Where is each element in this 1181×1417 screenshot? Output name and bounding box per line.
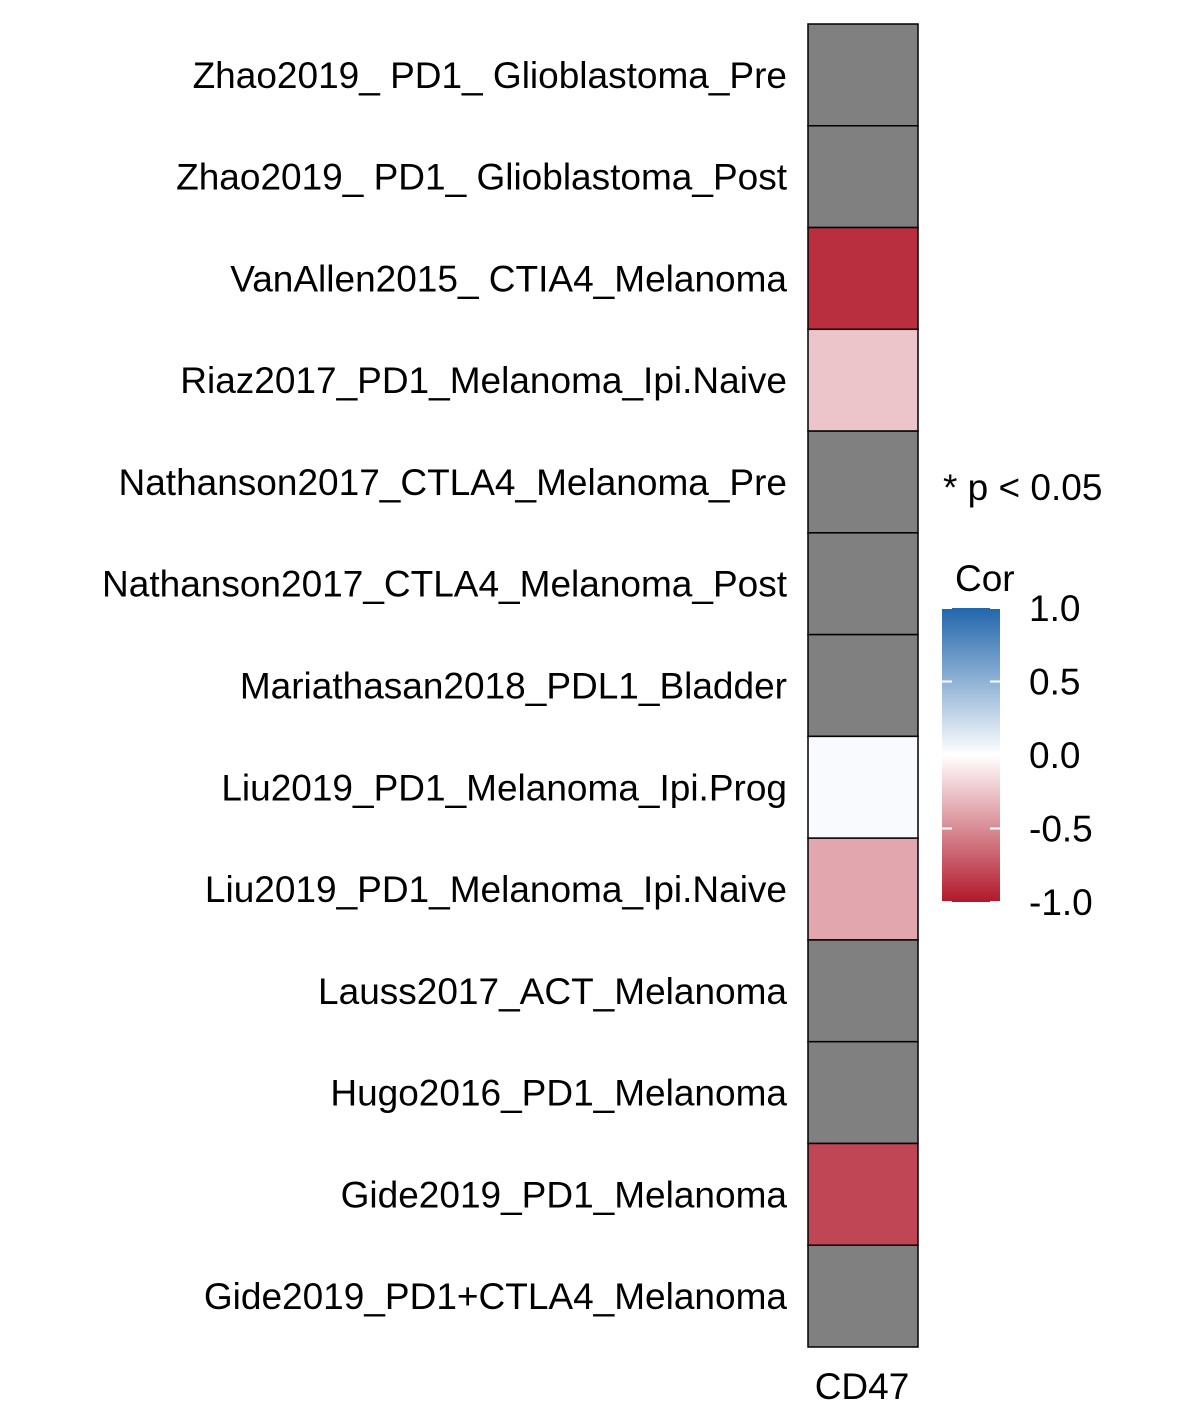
row-label: VanAllen2015_ CTIA4_Melanoma <box>230 258 787 299</box>
row-label: Mariathasan2018_PDL1_Bladder <box>240 666 787 707</box>
legend-tick-label: -0.5 <box>1029 809 1093 850</box>
heatmap-cell <box>807 125 919 229</box>
row-label: Lauss2017_ACT_Melanoma <box>318 971 787 1012</box>
heatmap-cell <box>807 837 919 941</box>
heatmap-cell <box>807 328 919 432</box>
heatmap-cell <box>807 1040 919 1145</box>
heatmap-cells <box>807 23 919 1348</box>
row-label: Gide2019_PD1_Melanoma <box>341 1174 788 1215</box>
heatmap-cell <box>807 532 919 636</box>
row-label: Riaz2017_PD1_Melanoma_Ipi.Naive <box>180 360 787 401</box>
legend-tick-label: -1.0 <box>1029 882 1093 923</box>
heatmap-cell <box>807 23 919 127</box>
row-label: Liu2019_PD1_Melanoma_Ipi.Naive <box>205 869 787 910</box>
heatmap-cell <box>807 735 919 839</box>
row-label: Gide2019_PD1+CTLA4_Melanoma <box>204 1276 788 1317</box>
heatmap-cell <box>807 1142 919 1246</box>
heatmap-cell <box>807 633 919 738</box>
row-label: Nathanson2017_CTLA4_Melanoma_Post <box>102 564 788 605</box>
significance-note: * p < 0.05 <box>943 467 1102 508</box>
legend-tick-label: 0.5 <box>1029 662 1080 703</box>
row-label: Nathanson2017_CTLA4_Melanoma_Pre <box>119 462 788 503</box>
legend-tick-label: 0.0 <box>1029 735 1080 776</box>
legend-title: Cor <box>955 558 1015 599</box>
legend-ticks: 1.0 0.5 0.0 -0.5 -1.0 <box>942 588 1093 923</box>
row-labels: Zhao2019_ PD1_ Glioblastoma_Pre Zhao2019_… <box>102 55 788 1317</box>
column-label: CD47 <box>815 1366 910 1407</box>
heatmap-cell <box>807 430 919 534</box>
legend-tick-label: 1.0 <box>1029 588 1080 629</box>
heatmap-cell <box>807 1244 919 1348</box>
heatmap-cell <box>807 939 919 1043</box>
row-label: Zhao2019_ PD1_ Glioblastoma_Pre <box>193 55 787 96</box>
row-label: Liu2019_PD1_Melanoma_Ipi.Prog <box>221 767 787 808</box>
row-label: Zhao2019_ PD1_ Glioblastoma_Post <box>176 157 788 198</box>
row-label: Hugo2016_PD1_Melanoma <box>330 1073 787 1114</box>
heatmap-cell <box>807 226 919 331</box>
